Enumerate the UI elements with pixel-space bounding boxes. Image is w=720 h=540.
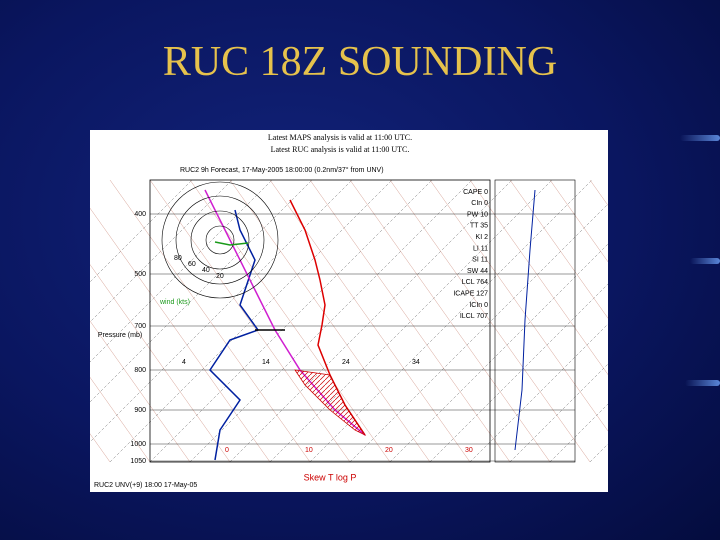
pressure-label: 1050 [130,458,146,465]
hodograph [161,181,279,299]
pressure-label: 800 [134,367,146,374]
wind-profile [514,189,536,451]
index-value: ICIn 0 [469,302,488,309]
isotherm-label: 14 [262,359,270,366]
pressure-label: 1000 [130,441,146,448]
isotherm [269,179,553,463]
index-value: KI 2 [476,234,489,241]
isotherm [469,323,608,463]
temperature-label: 20 [385,447,393,454]
isotherm-label: 24 [342,359,350,366]
isotherm-label: 4 [182,359,186,366]
pressure-label: 500 [134,271,146,278]
index-value: ILCL 707 [460,313,488,320]
isotherm [549,403,608,463]
index-value: CAPE 0 [463,189,488,196]
pressure-axis-title: Pressure (mb) [98,332,142,339]
hodograph-ring-label: 40 [202,267,210,274]
isotherm [429,283,608,463]
analysis-note: Latest RUC analysis is valid at 11:00 UT… [271,145,410,154]
index-value: TT 35 [470,223,488,230]
hodograph-ring-label: 60 [188,261,196,268]
cin-area [294,369,367,437]
index-value: PW 10 [467,211,488,218]
isotherm [349,203,608,463]
slide-title: RUC 18Z SOUNDING [162,39,558,85]
adiabat [549,179,608,263]
pressure-label: 900 [134,407,146,414]
dewpoint-profile [209,209,260,461]
index-value: SW 44 [467,268,488,275]
index-value: ICAPE 127 [453,291,488,298]
pressure-label: 400 [134,211,146,218]
isotherm [90,179,233,323]
isotherm [90,179,313,403]
decoration [680,135,720,141]
index-value: LCL 764 [462,279,488,286]
hodograph-ring-label: 80 [174,255,182,262]
index-value: LI 11 [473,245,488,252]
isotherm [189,179,473,463]
x-axis-title: Skew T log P [304,472,357,482]
temperature-label: 30 [465,447,473,454]
isotherm-label: 34 [412,359,420,366]
isotherm [229,179,513,463]
isotherm [509,363,608,463]
temperature-label: 10 [305,447,313,454]
hodograph-ring-label: 20 [216,273,224,280]
wind-panel [494,179,576,463]
adiabat [469,179,608,375]
plot-frame [149,179,491,463]
isotherm [90,179,353,443]
hodograph-title: wind (kts) [159,299,190,306]
footer: RUC2 UNV(+9) 18:00 17-May-05 [94,482,197,489]
isotherm [149,179,433,463]
decoration [685,380,720,386]
index-value: SI 11 [472,257,488,264]
temperature-label: 0 [225,447,229,454]
index-value: CIn 0 [471,200,488,207]
isotherm [109,179,393,463]
isotherm [309,179,593,463]
isotherm [90,179,193,283]
figure-background [90,130,608,492]
adiabat [509,179,608,319]
analysis-note: Latest MAPS analysis is valid at 11:00 U… [268,133,412,142]
isotherm [389,243,608,463]
pressure-label: 700 [134,323,146,330]
decoration [690,258,720,264]
diagram-grid [90,179,608,463]
forecast-header: RUC2 9h Forecast, 17-May-2005 18:00:00 (… [180,166,384,174]
